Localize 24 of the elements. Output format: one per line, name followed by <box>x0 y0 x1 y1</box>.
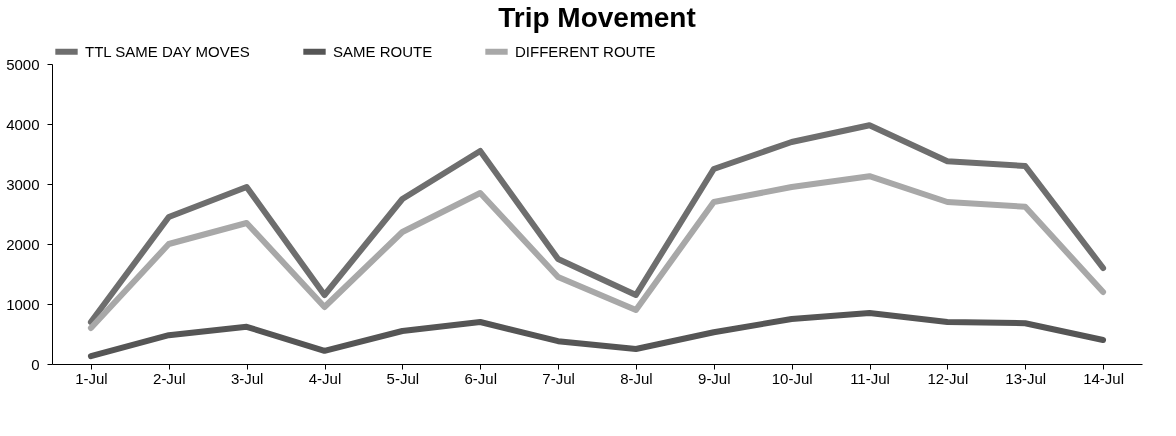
x-tick-label: 8-Jul <box>620 369 653 387</box>
chart-title: Trip Movement <box>498 2 696 33</box>
legend-label: TTL SAME DAY MOVES <box>85 42 250 60</box>
x-tick-label: 11-Jul <box>850 369 890 387</box>
x-tick-label: 14-Jul <box>1083 369 1124 387</box>
x-tick-label: 13-Jul <box>1005 369 1047 387</box>
x-tick-label: 10-Jul <box>771 369 813 387</box>
x-tick-label: 4-Jul <box>308 369 342 387</box>
x-tick-label: 1-Jul <box>75 369 108 387</box>
x-tick-label: 12-Jul <box>927 369 969 387</box>
y-tick-label: 5000 <box>6 55 40 73</box>
x-tick-label: 7-Jul <box>542 369 575 387</box>
y-tick-label: 1000 <box>6 295 40 313</box>
x-tick-label: 3-Jul <box>230 369 264 387</box>
y-tick-label: 0 <box>31 355 40 373</box>
y-tick-label: 3000 <box>6 175 40 193</box>
x-tick-label: 5-Jul <box>386 369 420 387</box>
x-tick-label: 6-Jul <box>464 369 497 387</box>
y-tick-label: 4000 <box>6 115 40 133</box>
y-tick-label: 2000 <box>6 235 40 253</box>
legend-label: DIFFERENT ROUTE <box>515 42 656 60</box>
x-tick-label: 2-Jul <box>153 369 186 387</box>
legend-label: SAME ROUTE <box>333 42 433 60</box>
x-tick-label: 9-Jul <box>698 369 731 387</box>
